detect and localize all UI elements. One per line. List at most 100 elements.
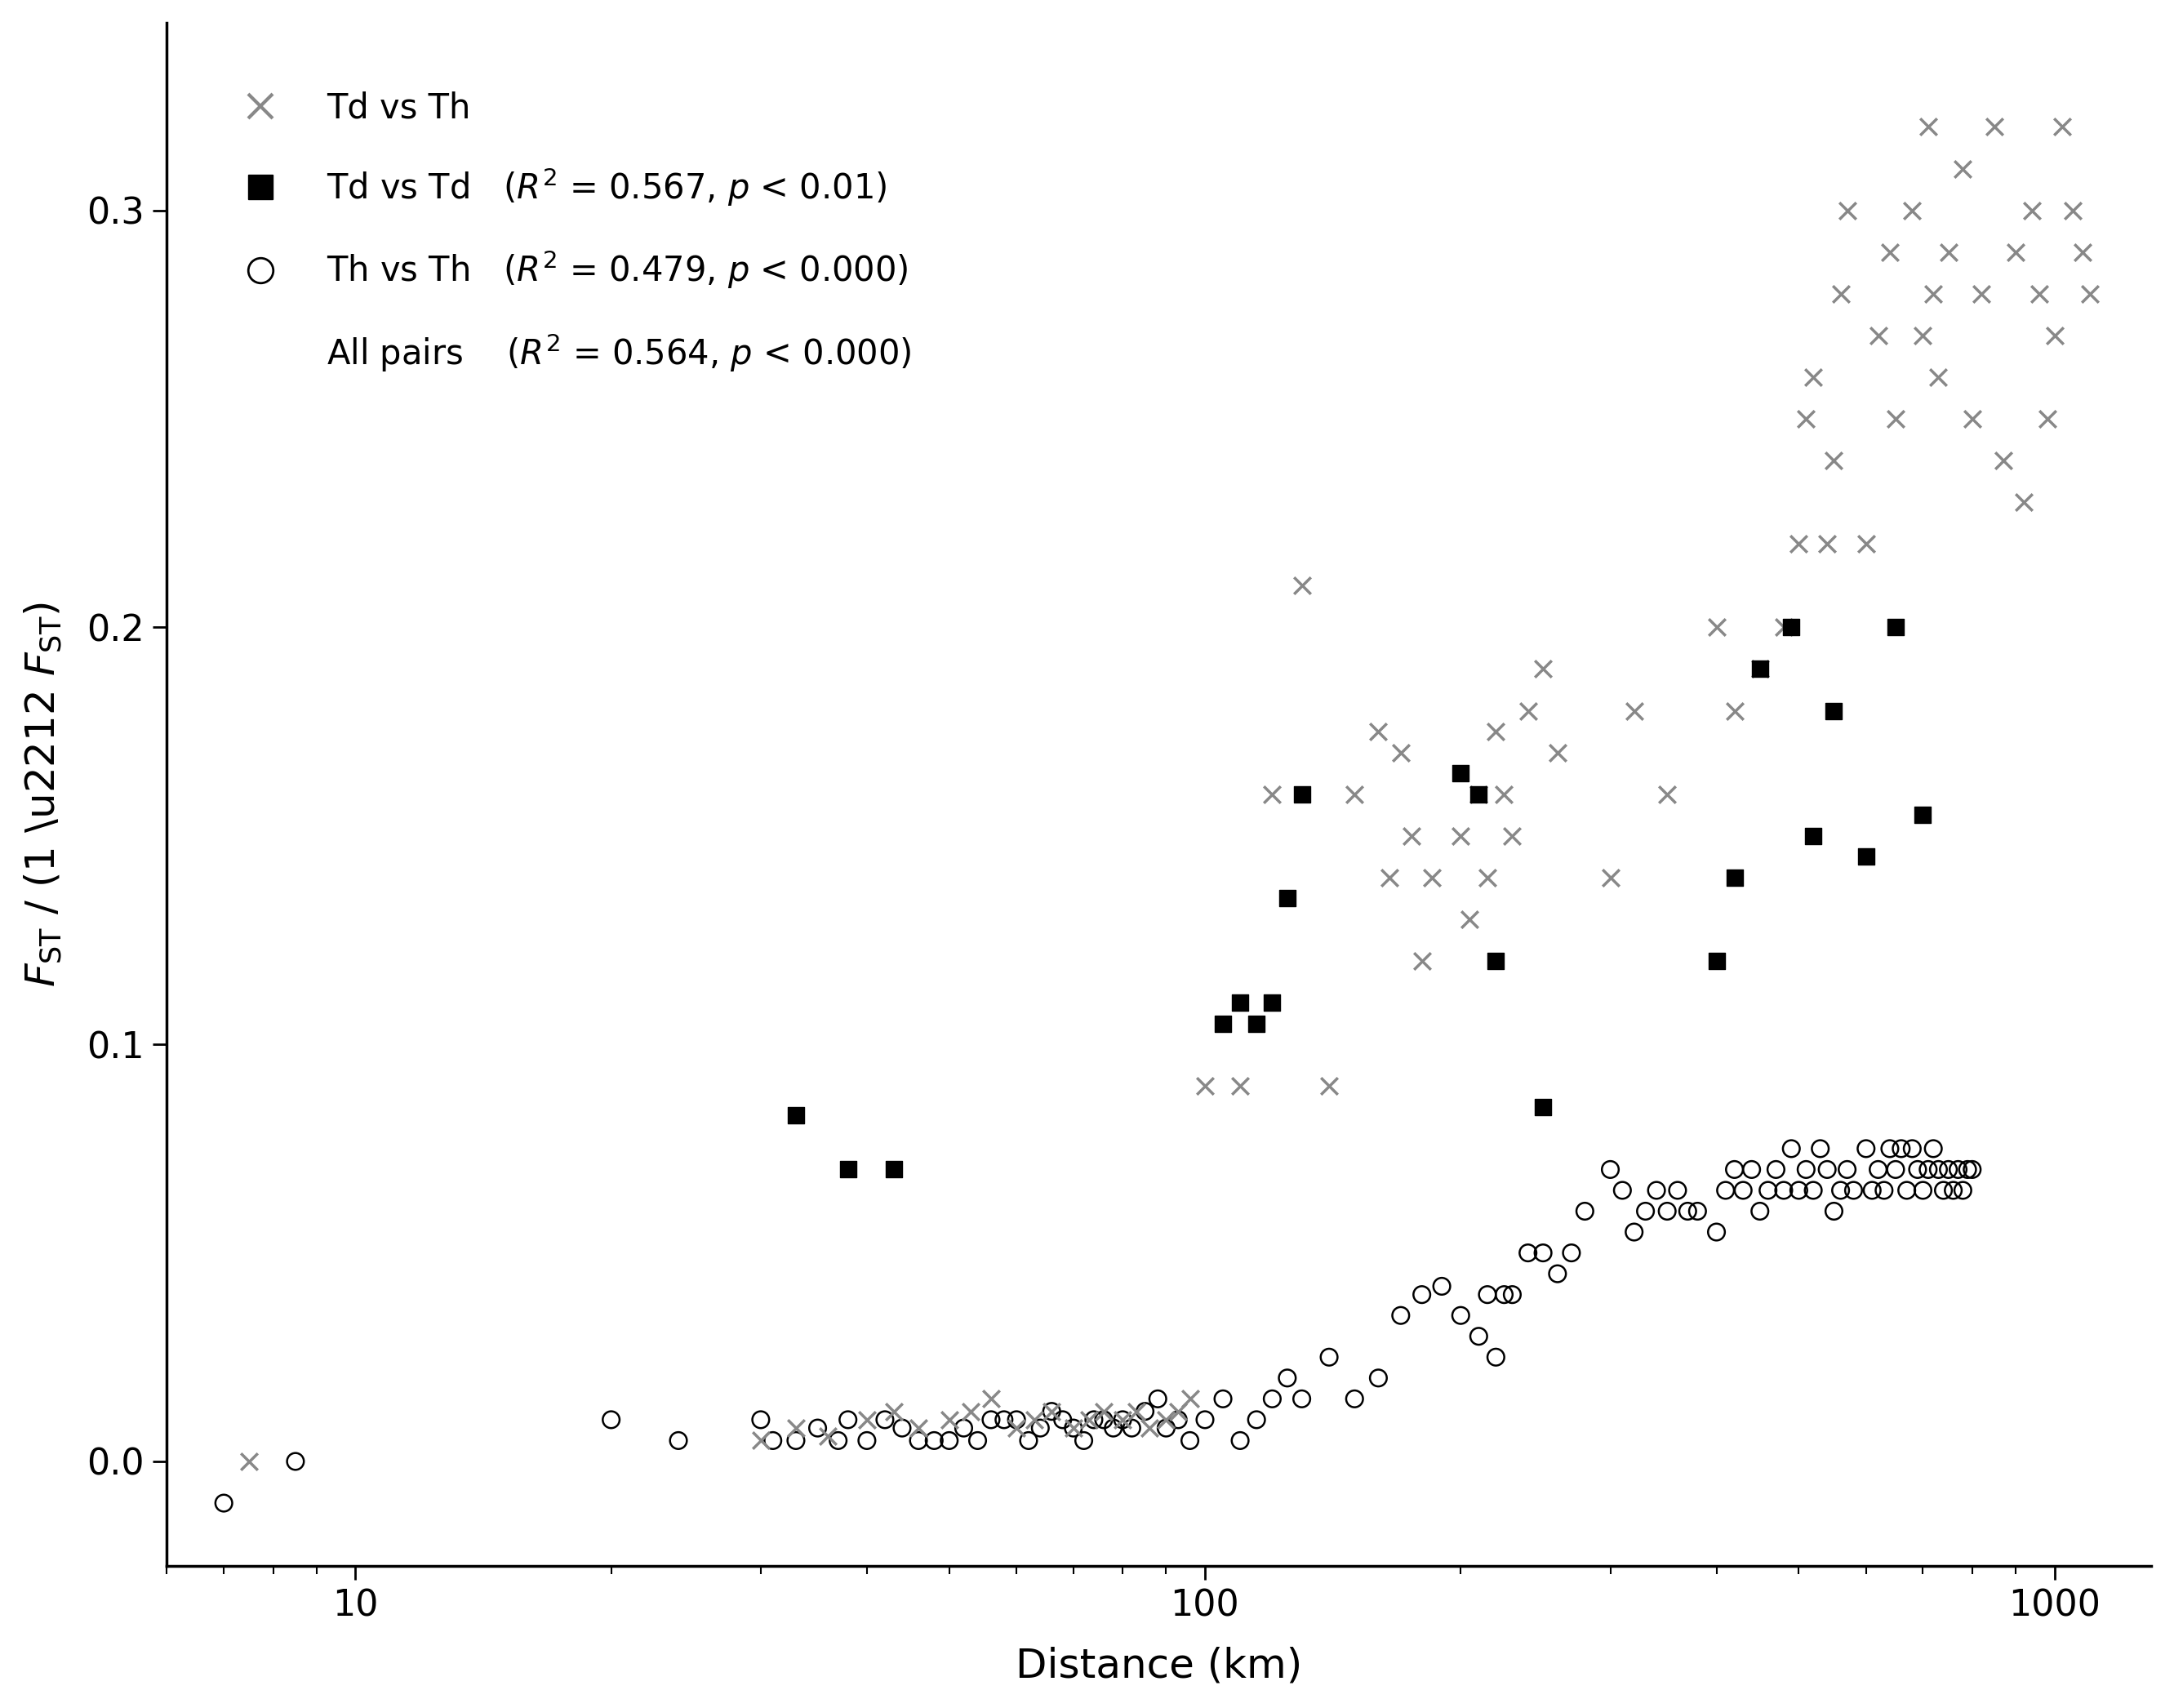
- Point: [1337, 781, 1372, 808]
- Point: [1922, 1156, 1957, 1184]
- Point: [2022, 280, 2057, 307]
- Point: [207, 1489, 241, 1517]
- Point: [876, 1397, 911, 1424]
- Point: [1270, 885, 1304, 912]
- Point: [830, 1406, 865, 1433]
- Point: [1496, 1281, 1530, 1308]
- Point: [1372, 864, 1407, 892]
- Point: [1717, 1156, 1752, 1184]
- Point: [1011, 1426, 1046, 1454]
- Point: [1911, 1156, 1946, 1184]
- Point: [1222, 1426, 1257, 1454]
- Point: [594, 1406, 628, 1433]
- Point: [1717, 697, 1752, 724]
- Point: [1878, 405, 1913, 432]
- Point: [1744, 656, 1778, 683]
- Point: [1765, 613, 1800, 640]
- Point: [1470, 1281, 1504, 1308]
- Point: [2007, 488, 2041, 516]
- Point: [1222, 989, 1257, 1016]
- Point: [2044, 113, 2078, 140]
- Point: [1817, 697, 1852, 724]
- Point: [1837, 1177, 1872, 1204]
- Point: [278, 1448, 313, 1476]
- Point: [1744, 656, 1778, 683]
- Point: [1907, 1177, 1941, 1204]
- Point: [1024, 1414, 1059, 1442]
- Point: [1567, 1197, 1602, 1225]
- Point: [900, 1414, 935, 1442]
- Point: [1639, 1177, 1674, 1204]
- Point: [1115, 1414, 1150, 1442]
- Point: [1735, 1156, 1770, 1184]
- Point: [1817, 1197, 1852, 1225]
- Point: [1950, 1156, 1985, 1184]
- Point: [1461, 1322, 1496, 1349]
- Point: [1120, 1397, 1154, 1424]
- Point: [1985, 447, 2020, 475]
- Point: [1946, 155, 1981, 183]
- Point: [1931, 239, 1965, 266]
- Point: [1896, 196, 1931, 224]
- Point: [1141, 1385, 1176, 1413]
- Point: [754, 1426, 789, 1454]
- Point: [933, 1426, 967, 1454]
- Point: [1035, 1397, 1070, 1424]
- Point: [1444, 822, 1478, 849]
- Point: [974, 1406, 1009, 1433]
- Point: [961, 1426, 996, 1454]
- Point: [1781, 529, 1815, 557]
- Point: [1526, 656, 1561, 683]
- Y-axis label: $F_\mathrm{ST}$ / (1 \u2212 $F_\mathrm{ST}$): $F_\mathrm{ST}$ / (1 \u2212 $F_\mathrm{S…: [22, 601, 63, 987]
- Point: [1878, 613, 1913, 640]
- Point: [2037, 321, 2072, 348]
- Point: [744, 1406, 778, 1433]
- Point: [778, 1414, 813, 1442]
- Point: [1604, 1177, 1639, 1204]
- Point: [1311, 1344, 1346, 1372]
- Point: [1717, 864, 1752, 892]
- Point: [885, 1414, 920, 1442]
- Point: [1254, 781, 1289, 808]
- Point: [1848, 529, 1883, 557]
- Point: [1650, 781, 1685, 808]
- Point: [2015, 196, 2050, 224]
- Point: [1700, 1218, 1735, 1245]
- Point: [1311, 1073, 1346, 1100]
- Point: [1057, 1414, 1091, 1442]
- Point: [1878, 1156, 1913, 1184]
- Point: [1976, 113, 2011, 140]
- Point: [1254, 1385, 1289, 1413]
- Point: [1867, 1177, 1902, 1204]
- Point: [1848, 1136, 1883, 1163]
- Point: [1896, 1136, 1931, 1163]
- Point: [1239, 1009, 1274, 1037]
- Point: [1907, 801, 1941, 828]
- Point: [1096, 1414, 1130, 1442]
- Point: [1496, 822, 1530, 849]
- Point: [1789, 405, 1824, 432]
- Point: [2054, 196, 2089, 224]
- Point: [811, 1423, 846, 1450]
- Point: [1526, 1093, 1561, 1120]
- Point: [1726, 1177, 1761, 1204]
- Point: [1087, 1397, 1122, 1424]
- Point: [1931, 1156, 1965, 1184]
- Point: [1046, 1406, 1080, 1433]
- Point: [1539, 1261, 1574, 1288]
- Point: [1148, 1414, 1183, 1442]
- Point: [1104, 1406, 1139, 1433]
- Point: [1270, 1365, 1304, 1392]
- Point: [1511, 1240, 1546, 1267]
- Point: [1681, 1197, 1715, 1225]
- Point: [1361, 717, 1396, 745]
- Point: [1594, 864, 1628, 892]
- Point: [1824, 1177, 1859, 1204]
- Point: [1759, 1156, 1794, 1184]
- Point: [1285, 572, 1320, 600]
- Point: [1670, 1197, 1704, 1225]
- Point: [1750, 1177, 1785, 1204]
- Point: [1628, 1197, 1663, 1225]
- Point: [1087, 1406, 1122, 1433]
- Point: [1222, 1073, 1257, 1100]
